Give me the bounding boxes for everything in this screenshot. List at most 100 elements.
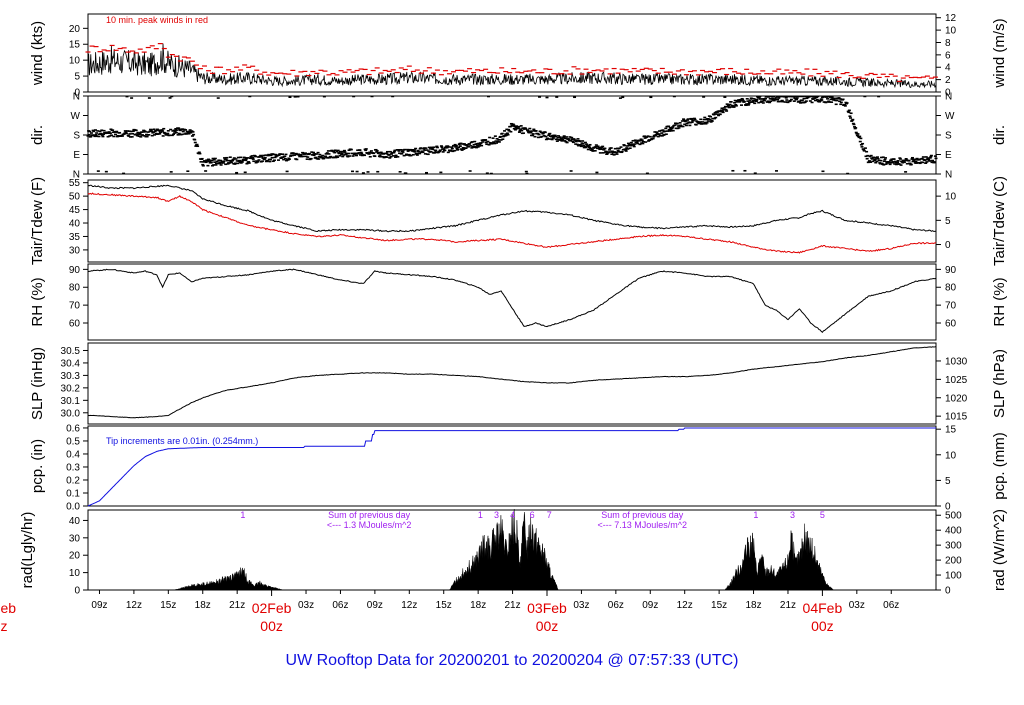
left-tick-label: N <box>73 170 80 181</box>
right-tick-label: E <box>945 150 952 161</box>
right-tick-label: 70 <box>945 301 957 312</box>
right-tick-label: 60 <box>945 319 957 330</box>
left-tick-label: 20 <box>69 24 81 35</box>
panel-frame <box>87 263 937 341</box>
hourly-sum-marker: 3 <box>790 510 795 520</box>
right-tick-label: 8 <box>945 38 951 49</box>
panel-frame <box>87 342 937 425</box>
left-tick-label: 10 <box>69 56 81 67</box>
day-sum-heading: Sum of previous day <box>601 510 684 520</box>
hour-label: 12z <box>677 600 693 611</box>
right-tick-label: 1025 <box>945 375 968 386</box>
panel-5: 0.0 0.1 0.2 0.3 0.4 0.5 0.6 0 5 10 15 pcp. (in) pcp.… <box>29 423 1008 512</box>
right-tick-label: 5 <box>945 476 951 487</box>
hour-label: 09z <box>367 600 383 611</box>
right-tick-label: W <box>945 111 955 122</box>
y-axis-label-left: pcp. (in) <box>29 439 46 493</box>
hour-label: 12z <box>401 600 417 611</box>
left-tick-label: 45 <box>69 205 81 216</box>
left-tick-label: 0.0 <box>66 502 80 513</box>
y-axis-label-left: SLP (inHg) <box>29 347 46 420</box>
right-tick-label: 80 <box>945 283 957 294</box>
series-wind-line <box>87 43 936 89</box>
hour-label: 15z <box>160 600 176 611</box>
hour-label: 03z <box>298 600 314 611</box>
day-date-label: 01Feb <box>0 600 16 616</box>
day-hour-label: 00z <box>811 618 834 634</box>
left-tick-label: 0.4 <box>66 449 80 460</box>
left-tick-label: S <box>73 131 80 142</box>
day-hour-label: 00z <box>260 618 283 634</box>
y-axis-label-right: RH (%) <box>991 277 1008 326</box>
left-tick-label: 30.0 <box>61 408 81 419</box>
hour-label: 06z <box>608 600 624 611</box>
left-tick-label: 90 <box>69 265 81 276</box>
left-tick-label: 80 <box>69 283 81 294</box>
left-tick-label: 0.5 <box>66 436 80 447</box>
series-rh-line <box>87 268 937 334</box>
hourly-sum-marker: 1 <box>240 510 245 520</box>
left-tick-label: 60 <box>69 319 81 330</box>
y-axis-label-right: SLP (hPa) <box>991 349 1008 418</box>
hour-label: 09z <box>91 600 107 611</box>
hour-label: 18z <box>195 600 211 611</box>
right-tick-label: 200 <box>945 556 962 567</box>
y-axis-label-right: rad (W/m^2) <box>991 509 1008 591</box>
day-hour-label: 00z <box>0 618 7 634</box>
y-axis-label-left: RH (%) <box>29 277 46 326</box>
left-tick-label: 0 <box>74 88 80 99</box>
left-tick-label: 30.3 <box>61 371 81 382</box>
hour-label: 21z <box>229 600 245 611</box>
hour-label: 06z <box>883 600 899 611</box>
right-tick-label: 1030 <box>945 356 968 367</box>
hourly-sum-marker: 4 <box>510 510 515 520</box>
right-tick-label: 15 <box>945 425 957 436</box>
hour-label: 15z <box>436 600 452 611</box>
hour-label: 21z <box>780 600 796 611</box>
left-tick-label: 5 <box>74 72 80 83</box>
left-tick-label: W <box>71 111 81 122</box>
panel-frame <box>87 179 937 263</box>
left-tick-label: 0.2 <box>66 475 80 486</box>
panel-3: 60 70 80 90 60 70 80 90 RH (%) RH (%) <box>29 263 1008 341</box>
y-axis-label-left: rad(Lgly/hr) <box>19 512 36 589</box>
right-tick-label: 12 <box>945 13 957 24</box>
right-tick-label: 10 <box>945 26 957 37</box>
day-sum-heading: Sum of previous day <box>328 510 411 520</box>
hour-label: 15z <box>711 600 727 611</box>
panel-4: 30.030.1 30.230.3 30.430.5 1015 1020 1025 1030… <box>29 342 1008 425</box>
day-date-label: 04Feb <box>803 600 843 616</box>
hour-label: 03z <box>849 600 865 611</box>
hourly-sum-marker: 1 <box>478 510 483 520</box>
series-tdew-line <box>87 192 937 254</box>
left-tick-label: 35 <box>69 232 81 243</box>
hour-label: 18z <box>745 600 761 611</box>
hour-label: 09z <box>642 600 658 611</box>
hourly-sum-marker: 7 <box>547 510 552 520</box>
right-tick-label: 10 <box>945 450 957 461</box>
right-tick-label: N <box>945 92 952 103</box>
right-tick-label: 400 <box>945 526 962 537</box>
panel-frame <box>87 13 937 93</box>
day-sum-value: <--- 1.3 MJoules/m^2 <box>327 520 412 530</box>
left-tick-label: 50 <box>69 192 81 203</box>
right-tick-label: 0 <box>945 88 951 99</box>
left-tick-label: 40 <box>69 516 81 527</box>
right-tick-label: 2 <box>945 75 951 86</box>
left-tick-label: 0 <box>74 586 80 597</box>
hourly-sum-marker: 6 <box>530 510 535 520</box>
y-axis-label-left: dir. <box>29 125 46 145</box>
day-date-label: 02Feb <box>252 600 292 616</box>
left-tick-label: E <box>73 150 80 161</box>
right-tick-label: 100 <box>945 571 962 582</box>
peak-wind-note: 10 min. peak winds in red <box>106 15 208 25</box>
right-tick-label: S <box>945 131 952 142</box>
tip-increment-note: Tip increments are 0.01in. (0.254mm.) <box>106 436 258 446</box>
figure-title: UW Rooftop Data for 20200201 to 20200204… <box>286 652 739 669</box>
right-tick-label: 10 <box>945 192 957 203</box>
left-tick-label: 30.2 <box>61 383 81 394</box>
right-tick-label: 6 <box>945 50 951 61</box>
hourly-sum-marker: 5 <box>820 510 825 520</box>
